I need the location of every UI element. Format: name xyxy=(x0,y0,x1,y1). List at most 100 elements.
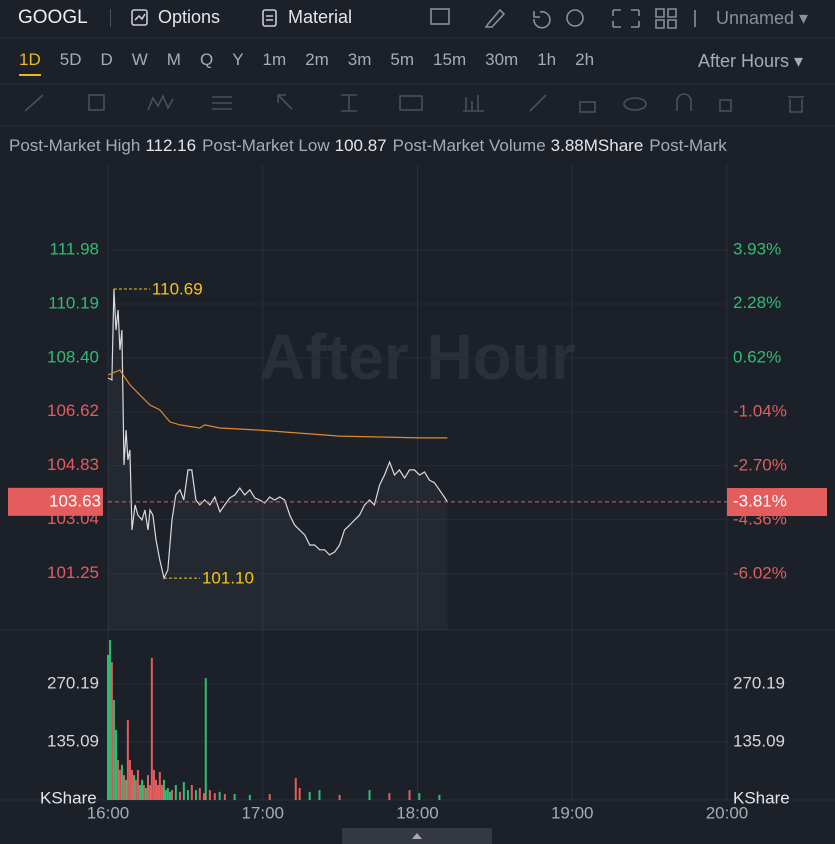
timeframe-button[interactable]: W xyxy=(131,50,148,69)
x-tick-label: 16:00 xyxy=(87,803,130,822)
volume-bar xyxy=(117,760,120,800)
volume-bar xyxy=(138,784,141,800)
timeframe-button[interactable]: 2m xyxy=(305,50,329,69)
y-tick-label: 106.62 xyxy=(47,401,99,420)
y-tick-label: 270.19 xyxy=(47,673,99,692)
tool-rect[interactable] xyxy=(88,94,105,111)
timeframe-button[interactable]: 1D xyxy=(19,50,41,76)
tool-text[interactable] xyxy=(399,95,423,111)
timeframe-button[interactable]: 5m xyxy=(390,50,415,69)
volume-bar xyxy=(170,790,173,800)
volume-bar xyxy=(438,794,441,800)
volume-bar xyxy=(338,794,341,800)
layout-name[interactable]: Unnamed ▾ xyxy=(716,8,809,28)
tool-arrow[interactable] xyxy=(277,94,293,110)
y-tick-label: 104.83 xyxy=(47,455,99,474)
volume-bar xyxy=(118,769,121,800)
volume-bar xyxy=(114,730,117,800)
stat-label: Post-Market High xyxy=(9,136,141,155)
icon-layout[interactable] xyxy=(655,8,677,29)
stat-value: 112.16 xyxy=(145,136,197,155)
stat-value: 100.87 xyxy=(334,136,387,155)
icon-chart[interactable] xyxy=(430,8,450,25)
tool-lock[interactable] xyxy=(579,101,596,113)
volume-bar xyxy=(178,791,181,800)
volume-bar xyxy=(233,793,236,800)
volume-bar xyxy=(168,791,171,800)
volume-bar xyxy=(110,662,113,800)
volume-bar xyxy=(141,779,144,800)
y-tick-label: 108.40 xyxy=(47,347,99,366)
volume-bar xyxy=(182,781,185,800)
icon-fullscreen[interactable] xyxy=(612,9,640,28)
timeframe-button[interactable]: 15m xyxy=(433,50,467,69)
volume-bar xyxy=(158,772,161,800)
volume-bar xyxy=(198,787,201,800)
icon-edit[interactable] xyxy=(484,8,506,28)
volume-bar xyxy=(186,790,189,800)
volume-bar xyxy=(144,787,147,800)
y2-tick-label: -6.02% xyxy=(733,563,787,582)
tool-magnet[interactable] xyxy=(676,93,692,111)
tool-pen[interactable] xyxy=(529,94,547,112)
y2-tick-label: -1.04% xyxy=(733,401,787,420)
y2-tick-label: 2.28% xyxy=(733,293,781,312)
tool-layers[interactable] xyxy=(719,99,732,112)
options-button[interactable]: Options xyxy=(158,7,221,27)
volume-bar xyxy=(202,793,205,800)
icon-settings[interactable] xyxy=(566,9,584,27)
x-tick-label: 18:00 xyxy=(396,803,439,822)
tool-fib[interactable] xyxy=(212,96,232,110)
tool-measure[interactable] xyxy=(341,94,357,112)
volume-bar xyxy=(120,764,123,800)
timeframe-button[interactable]: 5D xyxy=(59,50,82,69)
timeframe-button[interactable]: M xyxy=(166,50,181,69)
y-tick-label: 101.25 xyxy=(47,563,99,582)
separator xyxy=(110,9,111,27)
session-select[interactable]: After Hours ▾ xyxy=(698,51,804,71)
price-line xyxy=(107,288,448,580)
scroll-arrow[interactable] xyxy=(412,833,422,839)
volume-bar xyxy=(164,790,167,800)
timeframe-button[interactable]: Y xyxy=(232,50,244,69)
volume-bar xyxy=(298,787,301,800)
material-button[interactable]: Material xyxy=(288,7,353,27)
y2-tick-label: 3.93% xyxy=(733,239,781,258)
tool-line[interactable] xyxy=(24,94,44,112)
tool-indicator[interactable] xyxy=(463,95,484,112)
options-icon xyxy=(131,9,148,26)
toolbar-icons xyxy=(430,8,696,29)
timeframe-button[interactable]: 2h xyxy=(575,50,595,69)
y2-tick-label: -2.70% xyxy=(733,455,787,474)
top-toolbar: GOOGL Options Material Unnamed ▾ xyxy=(0,0,835,38)
timeframe-button[interactable]: 1h xyxy=(537,50,557,69)
volume-bar xyxy=(268,793,271,800)
timeframe-button[interactable]: 3m xyxy=(347,50,372,69)
tool-delete[interactable] xyxy=(788,96,804,113)
timeframe-button[interactable]: Q xyxy=(199,50,214,69)
volume-bar xyxy=(136,769,139,800)
volume-bar xyxy=(160,784,163,800)
volume-bar xyxy=(218,791,221,800)
timeframe-button[interactable]: 1m xyxy=(262,50,287,69)
price-area xyxy=(108,288,448,630)
watermark: After Hour xyxy=(259,321,575,393)
tool-eye[interactable] xyxy=(623,97,647,111)
volume-bar xyxy=(107,654,109,800)
symbol[interactable]: GOOGL xyxy=(18,7,88,28)
volume-bar xyxy=(166,787,169,800)
volume-bar xyxy=(194,790,197,800)
timeframe-button[interactable]: 30m xyxy=(485,50,519,69)
last-change-tag xyxy=(727,488,827,517)
volume-bar xyxy=(162,779,165,800)
icon-refresh[interactable] xyxy=(533,10,551,29)
volume-bar xyxy=(318,790,321,800)
timeframe-button[interactable]: D xyxy=(100,50,113,69)
stat-value: 3.88MShare xyxy=(550,136,644,155)
volume-bar xyxy=(294,778,297,800)
last-price-label: 103.63 xyxy=(49,491,101,510)
volume-bar xyxy=(109,639,112,800)
tool-pattern[interactable] xyxy=(147,94,174,111)
annotation-label: 101.10 xyxy=(202,569,254,588)
